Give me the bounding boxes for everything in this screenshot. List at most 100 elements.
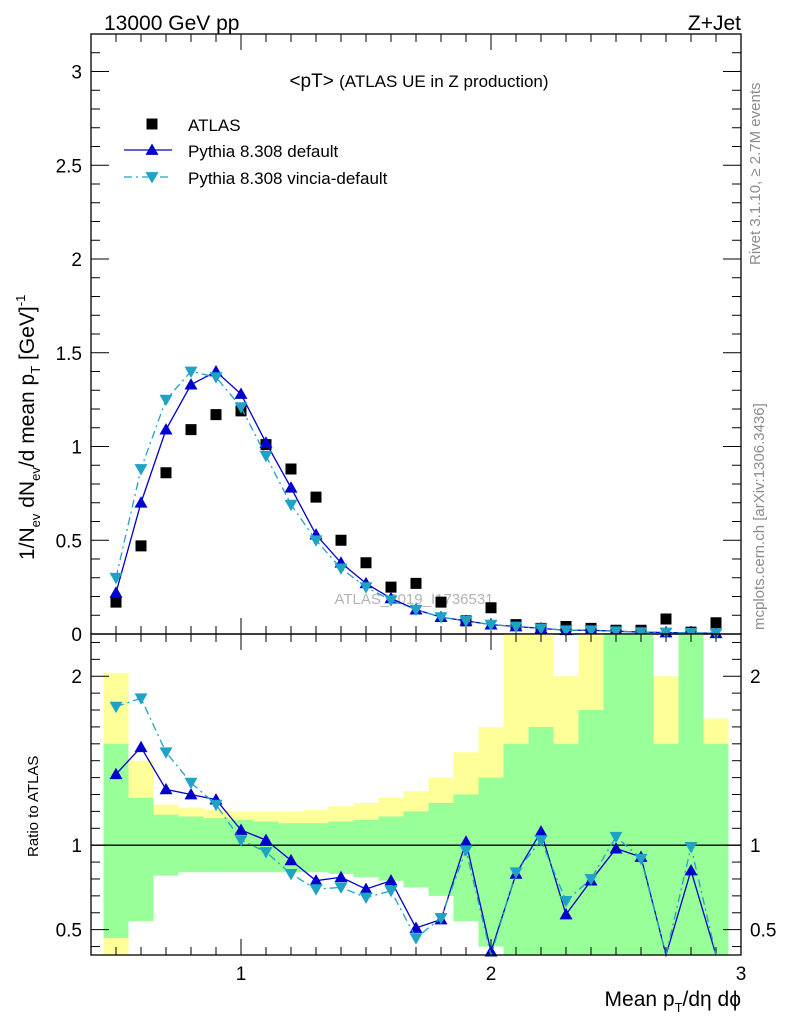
data-point (160, 467, 172, 479)
ratio-data-point (459, 845, 473, 857)
y-axis-label-part: /d mean p (16, 374, 39, 467)
uncertainty-band-inner (328, 821, 354, 874)
side-label-mcplots: mcplots.cern.ch [arXiv:1306.3436] (751, 403, 768, 630)
uncertainty-band-inner (478, 777, 504, 947)
ratio-data-point (209, 799, 223, 812)
ratio-data-point (159, 782, 173, 795)
uncertainty-band-inner (628, 634, 654, 955)
ratio-frame (90, 633, 742, 956)
data-point (259, 436, 273, 448)
data-point (484, 619, 498, 632)
uncertainty-band-inner (553, 743, 579, 955)
data-point (159, 423, 173, 435)
plot-title: <pT> (ATLAS UE in Z production) (289, 71, 548, 92)
ratio-data-point (284, 853, 298, 866)
y-axis-label-part: ev (28, 513, 43, 527)
data-point (335, 534, 347, 546)
data-point (634, 627, 648, 639)
ratio-data-point (134, 740, 148, 753)
x-axis-label-part: /dη dϕ (683, 988, 741, 1011)
ratio-data-point (184, 777, 198, 790)
ratio-data-point (609, 842, 623, 854)
header-left: 13000 GeV pp (104, 12, 239, 35)
legend-label: ATLAS (188, 116, 241, 135)
data-point (434, 612, 448, 624)
uncertainty-band-inner (578, 710, 604, 955)
ratio-data-point (484, 945, 498, 957)
data-point (209, 372, 223, 384)
data-point (159, 394, 173, 407)
data-point (134, 496, 148, 508)
data-point (184, 366, 198, 378)
data-point (534, 623, 548, 635)
data-point (409, 604, 423, 617)
ratio-data-point (309, 884, 323, 896)
y-tick-label: 2 (71, 667, 82, 688)
data-point (234, 402, 248, 414)
data-point (360, 557, 372, 569)
data-point (435, 596, 447, 608)
y-tick-label: 0.5 (56, 531, 82, 552)
data-point (110, 596, 122, 608)
data-point (309, 535, 323, 547)
y-tick-label: 2.5 (56, 156, 82, 177)
y-tick-label: 1 (71, 836, 82, 857)
ratio-y-axis-label: Ratio to ATLAS (25, 756, 42, 857)
ratio-data-point (609, 831, 623, 844)
y-axis-label-part: 1/N (16, 527, 39, 560)
ratio-data-point (359, 892, 373, 905)
ratio-data-point (559, 907, 573, 920)
legend-label: Pythia 8.308 vincia-default (188, 169, 388, 188)
y-tick-label: 0 (71, 625, 82, 646)
y-tick-label: 0.5 (56, 921, 82, 942)
plot-title-main: <pT> (289, 71, 339, 92)
legend-marker (145, 172, 159, 184)
y-axis-label-part: T (28, 366, 43, 374)
ratio-data-point (109, 701, 123, 714)
data-point (334, 563, 348, 575)
ratio-data-point (109, 767, 123, 780)
analysis-watermark: ATLAS_2019_I1736531 (334, 591, 493, 608)
header-right: Z+Jet (688, 12, 741, 35)
ratio-data-point (634, 853, 648, 866)
data-point (410, 577, 422, 589)
ratio-data-point (584, 874, 598, 886)
uncertainty-band-inner (178, 816, 204, 873)
data-point (135, 540, 147, 552)
ratio-data-point (284, 869, 298, 881)
data-point (485, 602, 497, 614)
data-point (710, 617, 722, 629)
data-point (109, 572, 123, 585)
data-point (459, 616, 473, 628)
y-tick-label-right: 1 (750, 836, 761, 857)
y-axis-label-part: dN (16, 481, 39, 514)
ratio-data-point (259, 847, 273, 859)
uncertainty-band-inner (378, 816, 404, 881)
ratio-data-point (509, 867, 523, 879)
side-label-rivet: Rivet 3.1.10, ≥ 2.7M events (747, 83, 764, 266)
y-tick-label: 3 (71, 63, 82, 84)
uncertainty-band-inner (403, 811, 429, 888)
ratio-data-point (434, 912, 448, 925)
ratio-plot: 1 2 3 0.5 0.5 1 1 2 2 Ratio to ATLAS Mean pT/dη dϕ (25, 633, 776, 1015)
ratio-data-point (684, 841, 698, 854)
y-axis-label: 1/Nev dNev/d mean pT [GeV]-1 (13, 295, 43, 560)
legend-marker (146, 118, 158, 130)
ratio-data-point (409, 921, 423, 933)
ratio-data-point (384, 885, 398, 898)
x-axis-label: Mean pT/dη dϕ (605, 988, 741, 1015)
x-tick-label: 3 (736, 964, 747, 985)
data-point (359, 582, 373, 594)
main-plot: 00.511.522.531/Nev dNev/d mean pT [GeV]-… (13, 33, 742, 646)
data-point (660, 613, 672, 625)
legend-marker (145, 143, 159, 155)
data-point (185, 424, 197, 436)
ratio-data-point (234, 835, 248, 847)
data-point (384, 595, 398, 607)
y-tick-label-right: 0.5 (750, 921, 776, 942)
data-point (234, 387, 248, 399)
x-axis-label-part: T (675, 1000, 683, 1015)
ratio-data-point (334, 882, 348, 894)
ratio-data-point (359, 882, 373, 894)
